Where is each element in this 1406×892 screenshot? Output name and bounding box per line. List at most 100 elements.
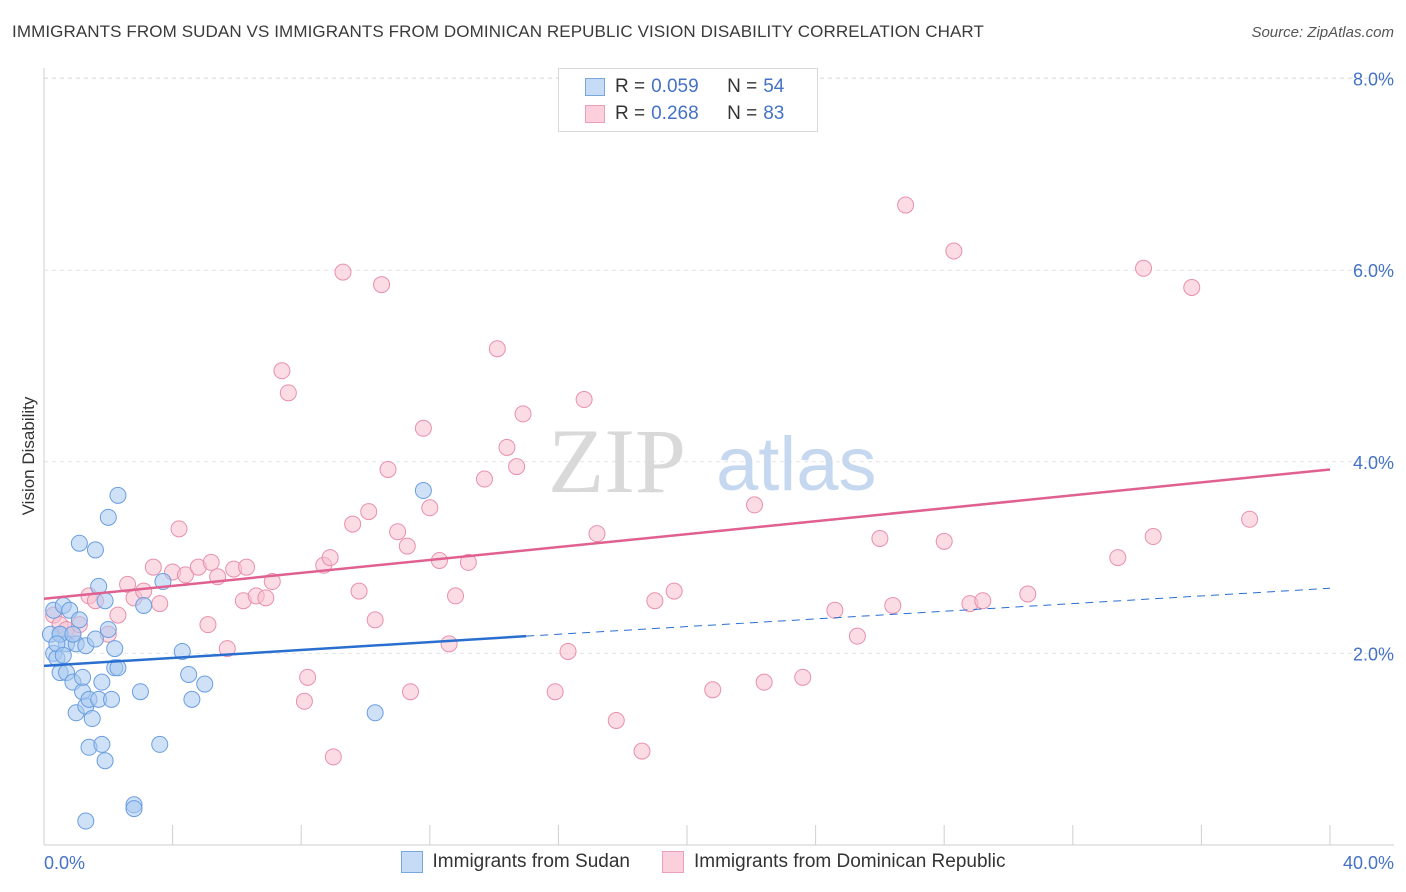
dr-point — [848, 627, 866, 645]
dr-point — [295, 692, 313, 710]
sudan-point — [86, 630, 104, 648]
sudan-point — [414, 482, 432, 500]
sudan-point — [135, 597, 153, 614]
dr-point — [559, 642, 577, 660]
sudan-point — [93, 735, 111, 753]
dr-point — [646, 592, 664, 610]
sudan-point — [96, 752, 114, 770]
dr-point — [170, 520, 188, 538]
dr-point — [884, 597, 902, 614]
dr-point — [945, 242, 963, 260]
y-tick-label: 6.0% — [1353, 261, 1394, 281]
sudan-point — [125, 800, 143, 818]
sudan-point — [106, 640, 124, 658]
dr-point — [273, 362, 291, 380]
sudan-point — [196, 675, 214, 693]
sudan-point — [109, 659, 127, 677]
legend: R = 0.059 N = 54 R = 0.268 N = 83 — [558, 68, 818, 132]
legend-r-label: R = — [615, 103, 646, 124]
dr-point — [488, 340, 506, 358]
dr-trend-line — [43, 468, 1331, 601]
dr-point — [334, 263, 352, 281]
bottom-legend-label-dr: Immigrants from Dominican Republic — [693, 851, 1006, 872]
dr-point — [974, 592, 992, 610]
sudan-point — [54, 646, 72, 664]
bottom-legend: Immigrants from Sudan Immigrants from Do… — [0, 851, 1406, 873]
watermark: ZIP atlas — [548, 410, 877, 512]
dr-point — [199, 616, 217, 634]
sudan-point — [86, 541, 104, 559]
dr-point — [414, 419, 432, 437]
dr-point — [935, 532, 953, 550]
sudan-trend-extension — [526, 587, 1331, 637]
dr-point — [1135, 259, 1153, 277]
dr-point — [238, 558, 256, 576]
sudan-point — [70, 534, 88, 552]
dr-point — [321, 549, 339, 567]
dr-point — [135, 582, 153, 600]
legend-r-value-sudan: 0.059 — [651, 76, 699, 97]
y-tick-label: 4.0% — [1353, 453, 1394, 473]
dr-point — [746, 496, 764, 514]
watermark-zip: ZIP — [548, 410, 686, 512]
sudan-point — [70, 611, 88, 629]
dr-point — [633, 742, 651, 760]
dr-point — [366, 611, 384, 629]
chart-title: IMMIGRANTS FROM SUDAN VS IMMIGRANTS FROM… — [12, 22, 984, 41]
dr-point — [263, 573, 281, 591]
dr-point — [402, 683, 420, 701]
sudan-point — [366, 704, 384, 722]
sudan-point — [109, 486, 127, 504]
dr-point — [440, 635, 458, 653]
watermark-atlas: atlas — [716, 422, 877, 507]
dr-point — [575, 391, 593, 409]
sudan-trend-line — [43, 634, 527, 668]
sudan-point — [77, 812, 95, 830]
axes — [43, 68, 1394, 846]
sudan-point — [83, 710, 101, 728]
y-tick-labels: 2.0% 4.0% 6.0% 8.0% — [1353, 70, 1394, 665]
trend-lines — [43, 468, 1331, 668]
dr-point — [1144, 528, 1162, 546]
sudan-point — [103, 690, 121, 708]
sudan-point — [99, 508, 117, 526]
dr-series — [45, 196, 1259, 766]
dr-point — [607, 711, 625, 729]
dr-point — [546, 683, 564, 701]
dr-point — [1019, 585, 1037, 603]
legend-row-dr: R = 0.268 N = 83 — [585, 102, 784, 126]
dr-point — [379, 460, 397, 478]
sudan-point — [64, 625, 82, 643]
dr-point — [514, 405, 532, 423]
dr-point — [665, 582, 683, 600]
dr-point — [588, 525, 606, 543]
dr-point — [350, 582, 368, 600]
legend-n-value-sudan: 54 — [763, 76, 785, 97]
x-ticks — [43, 825, 1331, 845]
sudan-point — [180, 665, 198, 683]
dr-point — [871, 529, 889, 547]
bottom-legend-label-sudan: Immigrants from Sudan — [432, 851, 630, 872]
legend-n-label: N = — [727, 76, 758, 97]
legend-n-label: N = — [727, 103, 758, 124]
sudan-point — [131, 683, 149, 701]
bottom-legend-dr: Immigrants from Dominican Republic — [661, 851, 1006, 873]
dr-point — [508, 458, 526, 476]
sudan-point — [183, 690, 201, 708]
y-tick-label: 2.0% — [1353, 644, 1394, 664]
dr-point — [498, 438, 516, 456]
dr-point — [704, 681, 722, 699]
dr-point — [279, 384, 297, 402]
y-axis-label: Vision Disability — [19, 396, 38, 515]
sudan-point — [151, 735, 169, 753]
dr-point — [144, 558, 162, 576]
dr-point — [421, 499, 439, 517]
dr-point — [897, 196, 915, 214]
legend-r-value-dr: 0.268 — [651, 103, 699, 124]
dr-point — [360, 503, 378, 521]
dr-point — [1241, 510, 1259, 528]
dr-point — [755, 673, 773, 691]
legend-row-sudan: R = 0.059 N = 54 — [585, 75, 784, 99]
sudan-point — [99, 620, 117, 638]
